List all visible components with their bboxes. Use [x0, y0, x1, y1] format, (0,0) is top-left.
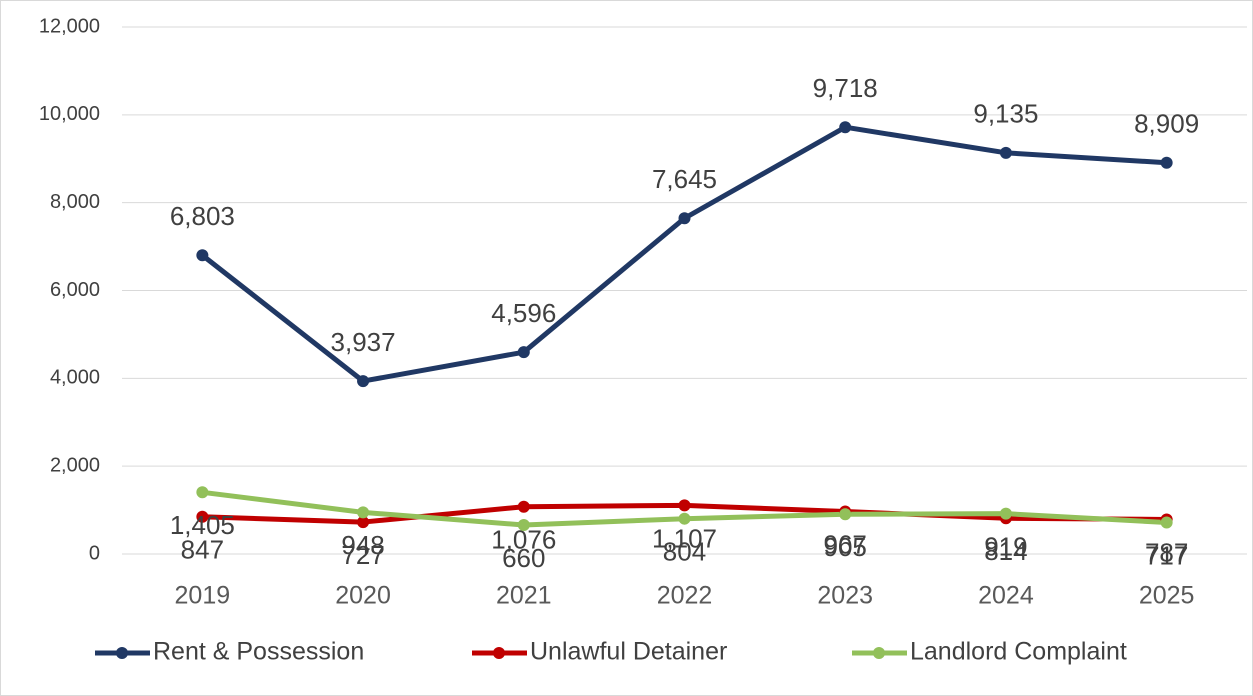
data-point: [678, 212, 691, 225]
x-tick-label: 2021: [496, 582, 552, 610]
data-label: 6,803: [170, 201, 235, 231]
data-label: 660: [502, 543, 545, 573]
data-label: 814: [984, 536, 1027, 566]
data-label: 1,107: [652, 523, 717, 553]
data-label: 787: [1145, 537, 1188, 567]
data-point: [999, 146, 1012, 159]
legend-swatch-dot: [116, 647, 128, 659]
data-point: [517, 519, 530, 532]
data-label: 7,645: [652, 164, 717, 194]
x-tick-label: 2019: [175, 582, 231, 610]
data-point: [196, 510, 209, 523]
data-point: [357, 516, 370, 529]
data-point: [839, 121, 852, 134]
x-tick-label: 2025: [1139, 582, 1195, 610]
data-point: [196, 486, 209, 499]
data-point: [999, 507, 1012, 520]
x-tick-label: 2023: [817, 582, 873, 610]
legend-label: Unlawful Detainer: [530, 638, 727, 666]
data-point: [357, 506, 370, 519]
data-point: [678, 499, 691, 512]
y-tick-label: 0: [89, 542, 100, 564]
data-label: 9,135: [973, 99, 1038, 129]
y-tick-label: 4,000: [50, 367, 100, 389]
x-tick-label: 2022: [657, 582, 713, 610]
data-point: [357, 375, 370, 388]
legend-swatch-dot: [873, 647, 885, 659]
data-point: [1160, 156, 1173, 169]
y-tick-label: 10,000: [39, 103, 100, 125]
data-label: 8,909: [1134, 109, 1199, 139]
data-point: [678, 512, 691, 525]
data-label: 967: [824, 529, 867, 559]
data-label: 9,718: [813, 73, 878, 103]
data-label: 847: [181, 535, 224, 565]
data-label: 804: [663, 537, 706, 567]
data-label: 717: [1145, 540, 1188, 570]
y-tick-label: 2,000: [50, 454, 100, 476]
y-tick-label: 6,000: [50, 279, 100, 301]
data-point: [1160, 516, 1173, 529]
data-label: 727: [341, 540, 384, 570]
x-tick-label: 2020: [335, 582, 391, 610]
legend-label: Landlord Complaint: [910, 638, 1127, 666]
y-tick-label: 12,000: [39, 15, 100, 37]
y-tick-label: 8,000: [50, 191, 100, 213]
data-point: [839, 508, 852, 521]
data-label: 919: [984, 532, 1027, 562]
data-label: 3,937: [331, 327, 396, 357]
x-tick-label: 2024: [978, 582, 1034, 610]
data-label: 4,596: [491, 298, 556, 328]
data-label: 905: [824, 532, 867, 562]
data-point: [517, 346, 530, 359]
data-point: [196, 249, 209, 262]
data-label: 1,405: [170, 510, 235, 540]
data-point: [517, 500, 530, 513]
legend-swatch-dot: [493, 647, 505, 659]
legend-label: Rent & Possession: [153, 638, 364, 666]
data-label: 948: [341, 530, 384, 560]
